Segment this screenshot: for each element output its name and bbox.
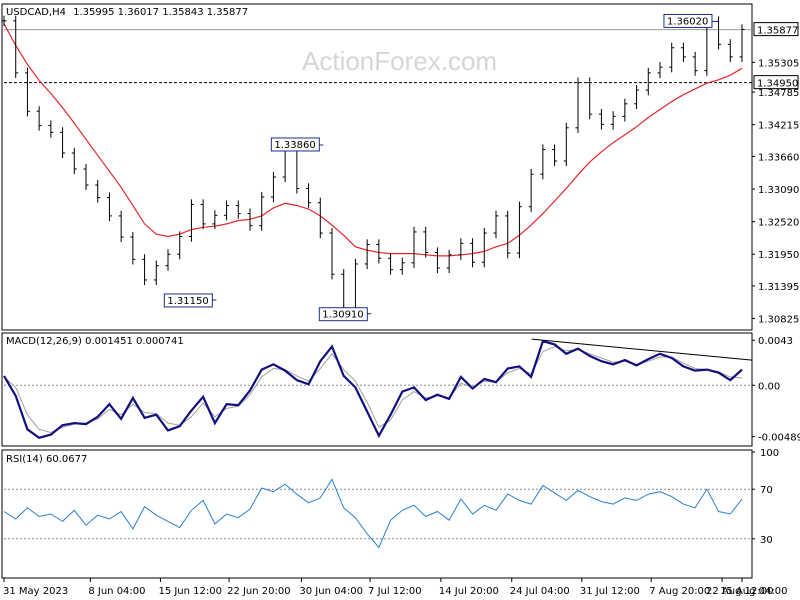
macd-y-tick-label: 0.00 <box>758 381 780 392</box>
x-tick-label: 22 Jun 20:00 <box>227 586 291 597</box>
x-tick-label: 7 Aug 20:00 <box>649 586 710 597</box>
y-tick-label: 1.33660 <box>758 152 799 163</box>
macd-line <box>3 339 743 439</box>
x-tick-label: 8 Jun 04:00 <box>88 586 145 597</box>
rsi-title: RSI(14) 60.0677 <box>6 454 87 465</box>
watermark: ActionForex.com <box>302 46 497 76</box>
annotation-label-0: 1.33860 <box>274 140 315 151</box>
rsi-y-tick-label: 100 <box>760 448 779 459</box>
macd-y-tick-label: 0.0043 <box>758 336 793 347</box>
rsi-y-tick-label: 70 <box>760 485 773 496</box>
ohlc-values: 1.35995 1.36017 1.35843 1.35877 <box>73 7 248 18</box>
x-tick-label: 31 May 2023 <box>3 586 68 597</box>
x-tick-label: 24 Jul 04:00 <box>510 586 570 597</box>
macd-y-tick-label: -0.004895 <box>758 433 800 444</box>
y-tick-label: 1.30825 <box>758 315 799 326</box>
macd-panel <box>1 332 753 447</box>
x-tick-label: 15 Jun 12:00 <box>158 586 222 597</box>
symbol-header: USDCAD,H4 1.35995 1.36017 1.35843 1.3587… <box>6 7 248 18</box>
annotation-label-1: 1.31150 <box>167 296 208 307</box>
main-plot: 1.33860 1.31150 1.30910 1.36020 1.35877 1.349… <box>1 13 799 326</box>
x-tick-label: 7 Jul 12:00 <box>368 586 422 597</box>
y-tick-label: 1.35305 <box>758 58 799 69</box>
y-tick-label: 1.31395 <box>758 282 799 293</box>
main-panel <box>1 3 753 331</box>
rsi-plot: 100 70 30 <box>3 448 779 549</box>
x-axis: 31 May 2023 8 Jun 04:00 15 Jun 12:00 22 Jun… <box>3 578 788 597</box>
price-tag-box-1 <box>753 75 799 90</box>
macd-trendline <box>531 338 753 361</box>
rsi-line <box>3 478 743 549</box>
annotation-box-3 <box>663 13 713 28</box>
symbol-label: USDCAD,H4 <box>6 7 66 18</box>
macd-plot: 0.0043 0.00 -0.004895 <box>3 336 800 444</box>
x-tick-label: 30 Jun 04:00 <box>299 586 363 597</box>
price-tag-label-0: 1.35877 <box>757 26 798 37</box>
annotation-label-2: 1.30910 <box>322 310 363 321</box>
x-tick-label: 14 Jul 20:00 <box>439 586 499 597</box>
y-tick-label: 1.33090 <box>758 185 799 196</box>
annotation-label-3: 1.36020 <box>667 16 708 27</box>
macd-title: MACD(12,26,9) 0.001451 0.000741 <box>6 336 184 347</box>
y-tick-label: 1.34785 <box>758 88 799 99</box>
x-tick-label: 31 Jul 12:00 <box>580 586 640 597</box>
y-tick-label: 1.34215 <box>758 121 799 132</box>
x-tick-label: 15 Aug 04:00 <box>720 586 787 597</box>
price-tag-label-1: 1.34950 <box>757 79 798 90</box>
y-tick-label: 1.32520 <box>758 218 799 229</box>
y-tick-label: 1.31950 <box>758 250 799 261</box>
x-tick-label: 22 Aug 12:00 <box>706 586 773 597</box>
rsi-y-tick-label: 30 <box>760 535 773 546</box>
moving-average-line <box>3 23 743 257</box>
rsi-panel <box>1 449 753 579</box>
price-tag-box-0 <box>753 22 799 37</box>
